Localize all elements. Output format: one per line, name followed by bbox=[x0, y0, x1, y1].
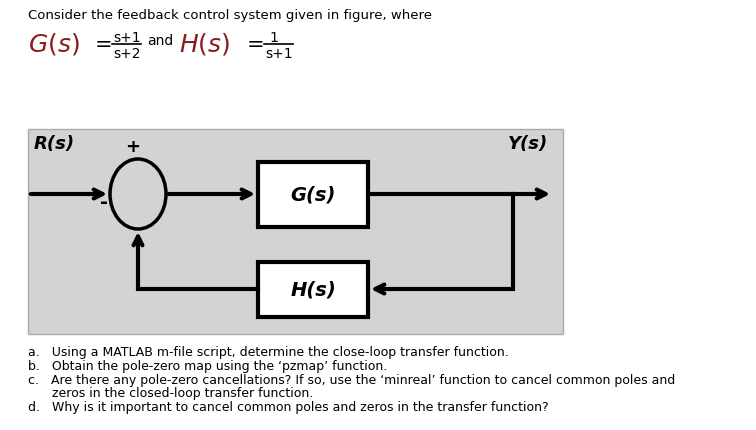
Text: H(s): H(s) bbox=[290, 280, 336, 299]
Text: d.   Why is it important to cancel common poles and zeros in the transfer functi: d. Why is it important to cancel common … bbox=[28, 400, 549, 413]
Text: =: = bbox=[95, 35, 113, 55]
Text: 1: 1 bbox=[269, 31, 278, 45]
Text: +: + bbox=[125, 138, 141, 156]
Ellipse shape bbox=[110, 160, 166, 230]
Text: a.   Using a MATLAB m-file script, determine the close-loop transfer function.: a. Using a MATLAB m-file script, determi… bbox=[28, 345, 509, 358]
FancyBboxPatch shape bbox=[258, 162, 368, 227]
Text: R(s): R(s) bbox=[34, 135, 75, 153]
Text: $\mathit{H}$$(s)$: $\mathit{H}$$(s)$ bbox=[179, 31, 231, 57]
Text: c.   Are there any pole-zero cancellations? If so, use the ‘minreal’ function to: c. Are there any pole-zero cancellations… bbox=[28, 373, 675, 386]
Text: zeros in the closed-loop transfer function.: zeros in the closed-loop transfer functi… bbox=[28, 386, 313, 399]
Text: and: and bbox=[147, 34, 173, 48]
Text: s+1: s+1 bbox=[113, 31, 141, 45]
Text: Consider the feedback control system given in figure, where: Consider the feedback control system giv… bbox=[28, 9, 432, 22]
Text: =: = bbox=[247, 35, 265, 55]
FancyBboxPatch shape bbox=[258, 262, 368, 317]
Text: -: - bbox=[100, 193, 108, 212]
Text: b.   Obtain the pole-zero map using the ‘pzmap’ function.: b. Obtain the pole-zero map using the ‘p… bbox=[28, 359, 387, 372]
Bar bbox=[28, 130, 563, 334]
Text: G(s): G(s) bbox=[290, 185, 336, 204]
Text: s+2: s+2 bbox=[113, 47, 141, 61]
Text: Y(s): Y(s) bbox=[508, 135, 548, 153]
Text: $\mathit{G}$$(s)$: $\mathit{G}$$(s)$ bbox=[28, 31, 80, 57]
Text: s+1: s+1 bbox=[265, 47, 293, 61]
